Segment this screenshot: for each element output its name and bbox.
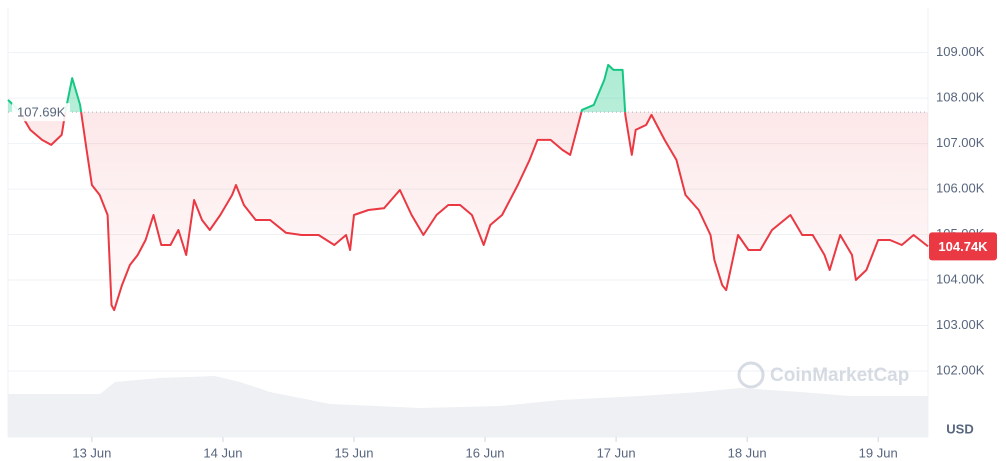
area-below [19,112,928,311]
x-tick-label: 16 Jun [466,445,505,460]
y-tick-label: 106.00K [936,181,985,196]
x-tick-label: 15 Jun [334,445,373,460]
y-tick-label: 107.00K [936,135,985,150]
x-tick-label: 18 Jun [728,445,767,460]
y-unit: USD [946,421,973,436]
last-price-label: 104.74K [938,239,988,254]
watermark-logo [737,361,765,389]
baseline-label: 107.69K [17,105,66,120]
baseline-label-bg [12,103,70,122]
volume-area [8,376,928,437]
y-tick-label: 108.00K [936,90,985,105]
x-tick-label: 17 Jun [597,445,636,460]
last-price-bg [929,232,997,261]
y-tick-label: 102.00K [936,362,985,377]
watermark: CoinMarketCap [737,361,909,389]
marks: 102.00K103.00K104.00K105.00K106.00K107.0… [7,8,997,460]
x-tick-label: 14 Jun [203,445,242,460]
price-line [18,112,929,312]
y-tick-label: 104.00K [936,271,985,286]
y-tick-label: 109.00K [936,44,985,59]
x-tick-label: 13 Jun [72,445,111,460]
y-tick-label: 103.00K [936,317,985,332]
watermark-text: CoinMarketCap [770,365,909,386]
x-tick-label: 19 Jun [859,445,898,460]
